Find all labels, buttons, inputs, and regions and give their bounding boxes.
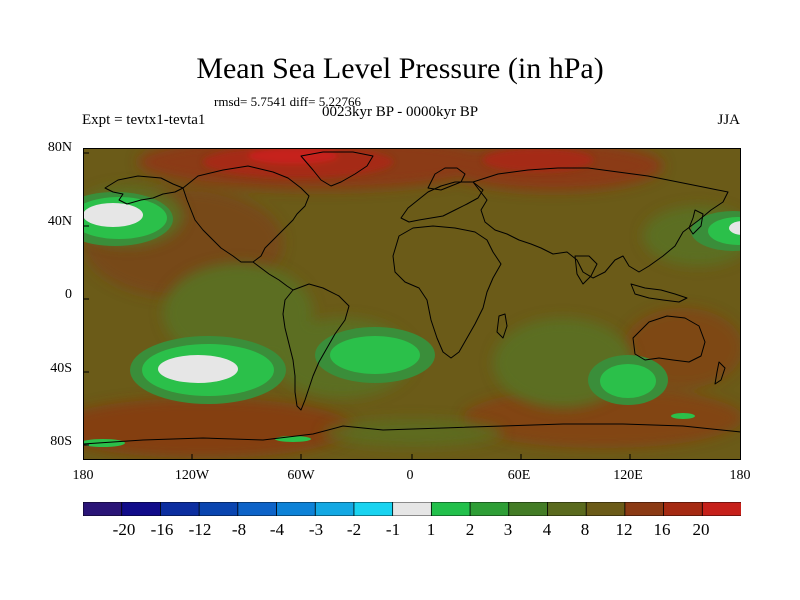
colorbar-label: 4 [542,520,552,539]
experiment-label: Expt = tevtx1-tevta1 [82,112,206,128]
lat-tick-label: 40N [47,214,72,229]
colorbar-label: 1 [426,520,436,539]
coastline-japan [688,209,704,235]
colorbar-swatch [83,502,123,516]
colorbar-label: -2 [346,520,362,539]
colorbar-swatch [508,502,549,516]
pressure-map [83,148,741,460]
tick-marks [83,152,631,460]
colorbar-label: -16 [150,520,174,539]
colorbar-swatch [160,502,201,516]
colorbar-label: -12 [188,520,212,539]
coastline-asia [472,167,729,279]
colorbar-label: -4 [269,520,285,539]
coastline-scandinavia [427,167,466,191]
coastline-antarctica [83,423,741,445]
lat-tick-label: 40S [50,361,72,376]
lat-tick-label: 80S [50,434,72,449]
west-pacific-anomaly [691,211,741,251]
south-pacific-anomaly [130,336,286,404]
colorbar-swatch [469,502,510,516]
coastline-madagascar [496,313,508,339]
colorbar-swatch [624,502,665,516]
colorbar-label: -8 [231,520,247,539]
coastline-australia [632,315,706,363]
colorbar-swatch [276,502,317,516]
colorbar-label: 8 [580,520,590,539]
coastline-north-america [182,165,310,263]
colorbar-label: 2 [465,520,475,539]
stats-label: rmsd= 5.7541 diff= 5.22766 [214,94,361,109]
coastline-sea-islands [630,283,688,303]
greenland-peak [248,148,338,164]
colorbar-swatch [392,502,433,516]
coastlines [83,151,741,445]
colorbar-swatch [353,502,394,516]
lon-tick-label: 0 [406,468,414,483]
map-title: Mean Sea Level Pressure (in hPa) [196,52,604,85]
lon-tick-label: 120W [174,468,210,483]
coastline-central-america [252,261,294,291]
coastline-europe [400,181,484,223]
coastline-new-zealand [714,361,726,385]
colorbar-label: 3 [503,520,513,539]
coastline-south-america [282,283,350,411]
period-label: 0023kyr BP - 0000kyr BP [322,104,479,120]
south-atlantic-anomaly [315,327,435,383]
lon-tick-label: 60E [507,468,531,483]
olive-southern-ocean [323,419,503,447]
colorbar-swatch [663,502,704,516]
colorbar-swatch [701,502,741,516]
red-maxima [203,148,593,178]
colorbar-swatch [198,502,239,516]
colorbar-label: 12 [615,520,633,539]
lon-tick-label: 180 [729,468,751,483]
coastline-africa [392,225,502,359]
siberia-max-core [483,148,593,172]
lon-tick-label: 120E [613,468,643,483]
colorbar-label: 16 [653,520,671,539]
north-pacific-anomaly [83,192,173,246]
colorbar-swatch [585,502,626,516]
lon-tick-label: 180 [72,468,94,483]
colorbar-swatch [237,502,278,516]
colorbar-label: -3 [308,520,324,539]
coastline-alaska [104,175,184,205]
colorbar-label: 20 [692,520,710,539]
lat-tick-label: 0 [65,287,72,302]
south-indian-anomaly [588,355,668,405]
coastline-india [574,255,598,285]
colorbar-swatch [547,502,588,516]
season-label: JJA [717,112,740,128]
colorbar-swatch [430,502,471,516]
south-pacific-rust [83,398,353,458]
lon-tick-label: 60W [287,468,315,483]
colorbar-label: -20 [112,520,136,539]
lat-tick-label: 80N [47,140,72,155]
colorbar-swatch [314,502,355,516]
coastline-greenland [300,151,374,187]
colorbar-swatch [121,502,162,516]
colorbar-label: -1 [385,520,401,539]
colorbar [83,502,741,516]
